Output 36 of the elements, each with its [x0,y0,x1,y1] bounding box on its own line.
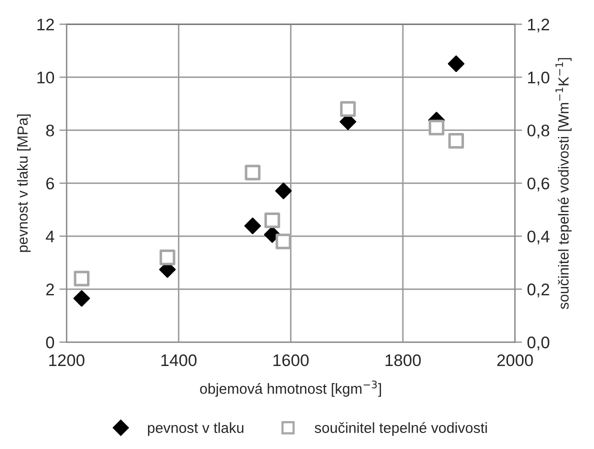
y-tick-label: 8 [46,124,54,136]
y-tick-label: 0 [46,336,54,348]
point [448,132,464,149]
point [74,270,90,286]
y2-tick-label: 0,0 [527,336,550,350]
point [264,212,280,228]
point [428,120,444,136]
point [160,250,176,266]
y2-tick-label: 0,2 [527,284,550,298]
point [276,234,292,250]
y2-axis-title: součinitel tepelné vodivosti [Wm$^{−1}$K$^{−1}$] [556,58,572,310]
point [73,290,90,307]
legend-label: součinitel tepelné vodivosti [314,422,487,436]
y-axis-title: pevnost v tlaku [MPa] [17,114,31,252]
y2-tick-label: 0,8 [527,124,550,138]
y-tick-label: 6 [46,178,54,190]
y2-tick-label: 1,0 [528,72,550,86]
y-tick-label: 10 [37,72,54,84]
legend-label: pevnost v tlaku [148,422,244,436]
y2-tick-label: 1,2 [528,18,550,32]
y-tick-label: 4 [46,230,54,242]
y-tick-label: 2 [46,284,54,296]
point [448,55,464,72]
point [244,218,261,234]
x-tick-label: 1800 [386,354,421,366]
x-tick-label: 1600 [273,354,309,366]
point [244,164,260,180]
x-tick-label: 2000 [497,354,533,366]
x-tick-label: 1200 [49,354,84,366]
point [340,101,356,117]
x-axis-title: objemová hmotnost [kgm$^{−3}$] [200,380,381,397]
y2-tick-label: 0,4 [527,230,550,244]
x-tick-label: 1400 [161,354,197,366]
y-tick-label: 12 [37,18,54,30]
point [275,182,292,200]
y2-tick-label: 0,6 [527,178,550,192]
